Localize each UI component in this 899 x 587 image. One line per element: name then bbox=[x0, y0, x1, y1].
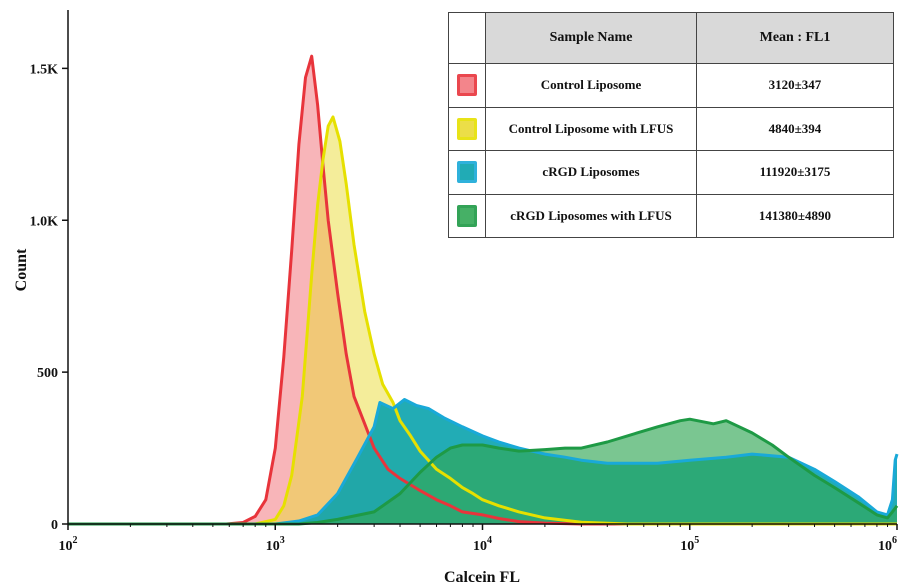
series-line-4 bbox=[68, 417, 899, 526]
series-fills bbox=[68, 56, 897, 524]
x-tick-label: 103 bbox=[266, 535, 285, 554]
legend-row: cRGD Liposomes with LFUS 141380±4890 bbox=[448, 193, 894, 238]
legend-swatch bbox=[457, 117, 477, 140]
y-tick-label: 500 bbox=[37, 366, 58, 381]
y-axis-ticks: 0 500 1.0K 1.5K bbox=[30, 62, 68, 533]
legend-mean-value: 3120±347 bbox=[696, 63, 894, 108]
legend-mean-value: 111920±3175 bbox=[696, 150, 894, 195]
x-tick-label: 106 bbox=[878, 535, 897, 554]
x-tick-label: 104 bbox=[473, 535, 492, 554]
x-axis-title: Calcein FL bbox=[444, 569, 520, 586]
legend-mean-value: 141380±4890 bbox=[696, 193, 894, 238]
series-area-4 bbox=[68, 419, 897, 524]
legend-header-blank bbox=[448, 12, 486, 64]
x-tick-label: 102 bbox=[59, 535, 78, 554]
legend-row: cRGD Liposomes 111920±3175 bbox=[448, 150, 894, 195]
y-tick-label: 0 bbox=[51, 518, 58, 533]
series-lines bbox=[68, 54, 899, 526]
x-axis-ticks: 102 103 104 105 106 bbox=[59, 524, 898, 554]
legend-swatch-cell bbox=[448, 150, 486, 195]
series-line-3 bbox=[68, 398, 899, 526]
x-tick-label: 105 bbox=[680, 535, 699, 554]
legend-sample-name: Control Liposome bbox=[485, 63, 697, 108]
legend-header-mean: Mean : FL1 bbox=[696, 12, 894, 64]
legend-sample-name: cRGD Liposomes with LFUS bbox=[485, 193, 697, 238]
legend-sample-name: cRGD Liposomes bbox=[485, 150, 697, 195]
series-line-1 bbox=[68, 54, 897, 526]
legend-body: Control Liposome 3120±347 Control Liposome… bbox=[448, 63, 894, 238]
legend-row: Control Liposome 3120±347 bbox=[448, 63, 894, 108]
legend-header-sample-name: Sample Name bbox=[485, 12, 697, 64]
series-line-2 bbox=[68, 115, 897, 526]
legend-header-row: Sample Name Mean : FL1 bbox=[448, 12, 894, 64]
legend-swatch-cell bbox=[448, 106, 486, 151]
y-tick-label: 1.0K bbox=[30, 214, 59, 229]
y-tick-label: 1.5K bbox=[30, 62, 59, 77]
y-axis-title: Count bbox=[13, 248, 30, 291]
legend-swatch-cell bbox=[448, 63, 486, 108]
legend-swatch bbox=[457, 161, 477, 184]
legend-mean-value: 4840±394 bbox=[696, 106, 894, 151]
legend-row: Control Liposome with LFUS 4840±394 bbox=[448, 106, 894, 151]
legend-swatch-cell bbox=[448, 193, 486, 238]
legend-sample-name: Control Liposome with LFUS bbox=[485, 106, 697, 151]
legend-swatch bbox=[457, 74, 477, 97]
legend-table: Sample Name Mean : FL1 Control Liposome 3… bbox=[448, 12, 894, 238]
legend-swatch bbox=[457, 204, 477, 227]
